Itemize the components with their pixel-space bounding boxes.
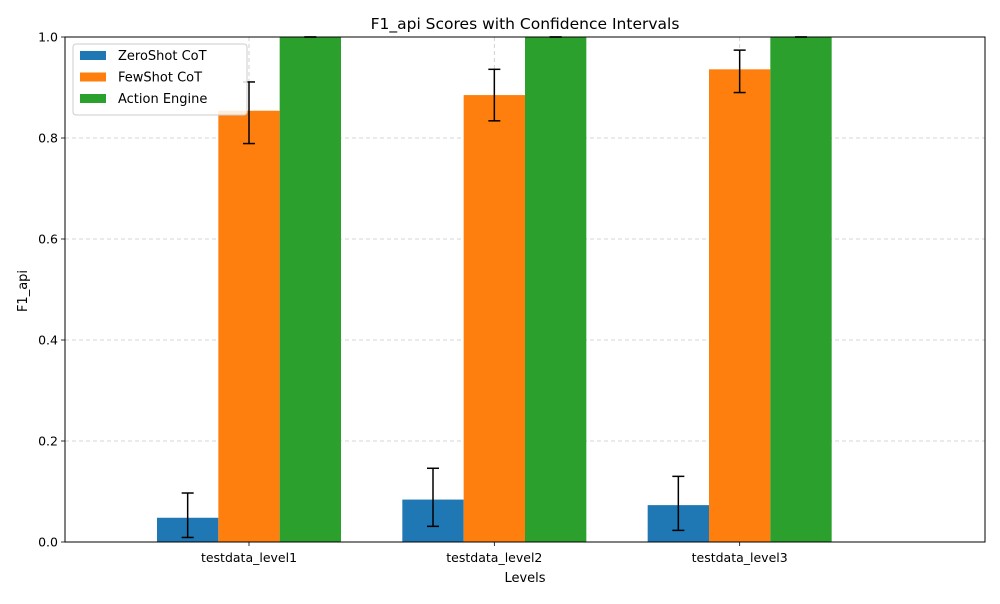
x-tick-label: testdata_level1 (201, 550, 297, 565)
legend-box (72, 43, 248, 116)
y-tick-label: 0.2 (38, 434, 58, 449)
bar (218, 110, 280, 542)
y-tick-label: 0.8 (38, 131, 58, 146)
x-tick-label: testdata_level3 (692, 550, 788, 565)
bar (709, 69, 771, 542)
legend-label: Action Engine (118, 92, 207, 107)
chart-title: F1_api Scores with Confidence Intervals (371, 15, 680, 34)
error-bars (181, 36, 807, 539)
bar (770, 37, 832, 542)
legend-swatch (80, 94, 106, 103)
y-tick-label: 0.0 (38, 535, 58, 550)
y-tick-label: 0.6 (38, 232, 58, 247)
axes: 0.0 0.2 0.4 0.6 0.8 1.0 testdata_level1 testdat… (38, 30, 986, 565)
legend-swatch (80, 51, 106, 60)
y-axis-title: F1_api (16, 270, 31, 312)
legend: ZeroShot CoT FewShot CoT Action Engine (72, 43, 248, 116)
y-tick-label: 1.0 (38, 30, 58, 45)
legend-swatch (80, 72, 106, 82)
plot-frame (64, 36, 986, 543)
legend-label: FewShot CoT (118, 71, 202, 86)
x-axis-title: Levels (504, 571, 545, 586)
x-tick-label: testdata_level2 (446, 550, 542, 565)
y-tick-label: 0.4 (38, 333, 58, 348)
bar (463, 95, 525, 542)
bar (279, 37, 341, 542)
legend-label: ZeroShot CoT (118, 49, 207, 64)
bar (525, 37, 587, 542)
